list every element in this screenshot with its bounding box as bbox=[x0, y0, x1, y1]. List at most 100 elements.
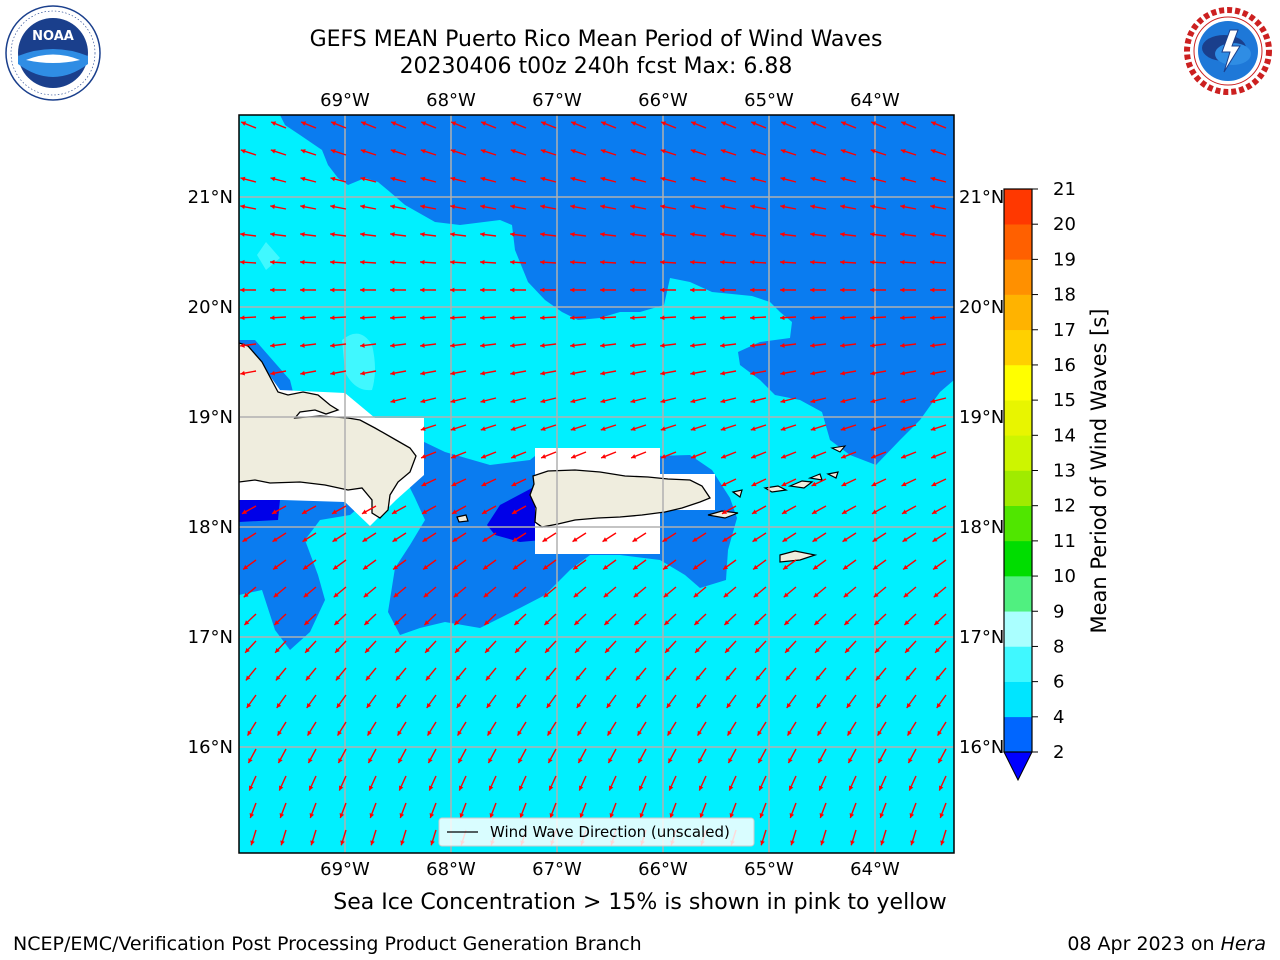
wind-arrow-head bbox=[630, 426, 636, 431]
map-area bbox=[239, 115, 954, 853]
wind-arrow-head bbox=[638, 785, 644, 791]
wind-arrow bbox=[570, 149, 587, 156]
wave-period-contour-light-west bbox=[342, 333, 375, 391]
wind-arrow bbox=[750, 397, 767, 404]
wind-arrow-head bbox=[930, 149, 936, 154]
wind-arrow-head bbox=[481, 481, 487, 487]
wind-arrow bbox=[933, 613, 947, 626]
wind-arrow bbox=[843, 613, 857, 626]
wind-arrow bbox=[699, 802, 707, 819]
wind-arrow bbox=[419, 315, 437, 321]
wind-arrow bbox=[450, 451, 467, 459]
wind-arrow-head bbox=[455, 647, 460, 653]
wind-arrow-head bbox=[548, 785, 554, 791]
wind-arrow-head bbox=[940, 840, 945, 846]
wind-arrow-head bbox=[817, 730, 822, 736]
wind-arrow-head bbox=[546, 703, 552, 709]
wind-arrow bbox=[633, 586, 647, 598]
latitude-label: 19°N bbox=[959, 407, 1004, 428]
wind-arrow-head bbox=[451, 454, 457, 459]
wind-arrow bbox=[509, 287, 527, 293]
colorbar-segment bbox=[1004, 576, 1032, 612]
wind-arrow bbox=[300, 149, 317, 156]
wind-arrow bbox=[722, 559, 737, 571]
wind-arrow-head bbox=[604, 620, 610, 626]
wind-arrow-head bbox=[450, 204, 456, 210]
wind-arrow bbox=[577, 748, 587, 764]
wind-arrow bbox=[540, 121, 557, 129]
wind-arrow-head bbox=[690, 204, 696, 210]
latitude-label: 16°N bbox=[959, 737, 1004, 758]
wind-arrow-head bbox=[812, 509, 818, 514]
wind-arrow bbox=[450, 121, 467, 129]
wind-arrow-head bbox=[451, 481, 457, 487]
wind-arrow-head bbox=[483, 592, 489, 598]
wind-arrow bbox=[452, 559, 467, 571]
wind-arrow-head bbox=[240, 370, 246, 376]
wind-arrow-head bbox=[511, 121, 517, 126]
wind-arrow bbox=[850, 829, 857, 846]
wind-arrow bbox=[572, 559, 587, 571]
wind-arrow-head bbox=[243, 564, 249, 570]
wind-arrow-head bbox=[930, 426, 936, 431]
wind-arrow bbox=[662, 559, 677, 571]
wind-arrow-head bbox=[900, 232, 905, 237]
wind-arrow bbox=[750, 121, 767, 129]
wind-arrow-head bbox=[540, 176, 546, 182]
wind-arrow-head bbox=[813, 564, 819, 570]
wind-arrow bbox=[810, 204, 827, 210]
wind-arrow-head bbox=[810, 259, 815, 265]
wind-arrow-head bbox=[483, 564, 489, 570]
wind-arrow-head bbox=[870, 232, 875, 237]
colorbar-tick-label: 11 bbox=[1053, 531, 1076, 552]
wind-arrow bbox=[750, 149, 767, 156]
wind-arrow-head bbox=[630, 343, 635, 348]
wind-arrow bbox=[789, 802, 797, 819]
wind-arrow bbox=[510, 343, 527, 348]
wind-arrow-head bbox=[605, 675, 611, 681]
date-footer: 08 Apr 2023 on Hera bbox=[1067, 933, 1266, 955]
wind-arrow-head bbox=[480, 149, 486, 154]
wind-arrow-head bbox=[273, 564, 279, 570]
wind-arrow-head bbox=[930, 315, 935, 321]
wind-arrow bbox=[270, 204, 287, 210]
wind-arrow-head bbox=[335, 647, 340, 653]
wind-arrow-head bbox=[931, 481, 937, 487]
wind-arrow bbox=[573, 613, 587, 626]
wind-arrow-head bbox=[575, 675, 581, 681]
wind-arrow-head bbox=[489, 812, 495, 818]
wind-arrow-head bbox=[810, 398, 816, 404]
wind-arrow bbox=[489, 802, 497, 819]
wind-arrow-head bbox=[398, 785, 404, 791]
wind-arrow bbox=[540, 343, 557, 348]
wind-arrow-head bbox=[540, 232, 545, 237]
wind-arrow bbox=[270, 176, 287, 183]
wind-arrow bbox=[334, 640, 347, 654]
wind-arrow bbox=[751, 478, 767, 487]
wind-arrow bbox=[390, 232, 407, 237]
wind-arrow-head bbox=[540, 204, 546, 210]
wind-arrow-head bbox=[871, 481, 877, 487]
wind-arrow-head bbox=[630, 370, 636, 376]
wind-arrow bbox=[689, 315, 707, 321]
wind-arrow bbox=[754, 640, 767, 654]
wind-arrow-head bbox=[575, 647, 580, 653]
wind-arrow bbox=[810, 397, 827, 404]
wind-arrow bbox=[878, 775, 887, 791]
wind-arrow bbox=[542, 559, 557, 571]
wind-arrow bbox=[930, 451, 947, 459]
wind-arrow bbox=[599, 287, 617, 293]
wind-arrow bbox=[637, 748, 647, 764]
wind-arrow bbox=[869, 315, 887, 321]
wind-arrow bbox=[544, 640, 557, 654]
wind-arrow-head bbox=[635, 647, 640, 653]
wind-arrow-head bbox=[331, 121, 337, 126]
wind-arrow bbox=[239, 259, 257, 265]
wind-arrow-head bbox=[335, 675, 341, 681]
longitude-label: 66°W bbox=[638, 859, 688, 880]
wind-arrow-head bbox=[577, 730, 582, 736]
wind-arrow-head bbox=[720, 259, 725, 265]
wind-arrow-head bbox=[370, 840, 375, 846]
vieques-island bbox=[707, 510, 739, 519]
wind-arrow-head bbox=[906, 703, 912, 709]
